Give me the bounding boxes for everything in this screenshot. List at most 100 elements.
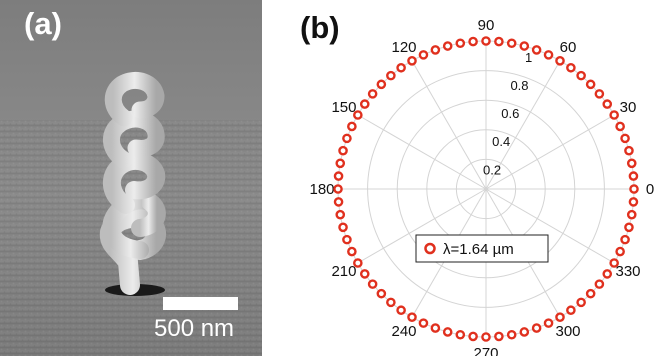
grid-spoke <box>485 114 615 190</box>
grid-spoke <box>411 60 487 190</box>
data-point <box>396 62 406 73</box>
data-point <box>481 36 491 46</box>
angle-tick-label: 300 <box>555 323 580 340</box>
angle-tick-labels: 0 30 60 90 120 150 180 210 240 270 300 330 <box>309 17 654 361</box>
data-point <box>430 45 441 55</box>
data-point <box>418 50 429 60</box>
data-point <box>624 145 634 156</box>
data-point <box>609 258 619 268</box>
data-point <box>519 41 530 51</box>
grid-spoke <box>485 60 561 190</box>
sem-image-panel: (a) 500 nm <box>0 0 262 356</box>
data-point <box>386 297 396 308</box>
data-point <box>335 209 346 220</box>
data-point <box>430 323 441 333</box>
data-point <box>531 45 542 55</box>
data-point <box>609 110 619 120</box>
data-point <box>333 184 343 194</box>
data-point <box>555 56 565 66</box>
data-point <box>585 79 596 90</box>
scale-bar <box>163 297 238 310</box>
data-point <box>576 297 586 308</box>
angle-tick-label: 330 <box>616 263 641 280</box>
data-point <box>576 70 586 81</box>
angle-tick-label: 30 <box>620 99 637 116</box>
data-point <box>347 246 357 257</box>
data-series <box>333 36 639 342</box>
data-point <box>494 36 504 47</box>
polar-chart-panel: (b) 0 30 60 90 120 150 180 210 240 270 300 330 0.2 0… <box>262 0 658 361</box>
data-point <box>359 269 370 279</box>
data-point <box>555 312 565 322</box>
data-point <box>566 62 576 73</box>
data-point <box>519 327 530 337</box>
data-point <box>602 269 613 279</box>
data-point <box>367 89 378 99</box>
data-point <box>615 246 625 257</box>
sem-image <box>0 0 262 356</box>
angle-tick-label: 270 <box>473 345 498 356</box>
angle-tick-label: 60 <box>560 39 577 56</box>
data-point <box>585 288 596 299</box>
data-point <box>335 158 346 169</box>
data-point <box>626 209 637 220</box>
data-point <box>543 318 554 328</box>
data-point <box>359 99 370 109</box>
data-point <box>333 197 344 207</box>
data-point <box>455 38 466 49</box>
data-point <box>376 288 387 299</box>
data-point <box>442 327 453 337</box>
data-point <box>615 121 625 132</box>
data-point <box>506 329 517 340</box>
grid-spoke <box>485 188 615 264</box>
data-point <box>407 312 417 322</box>
data-point <box>338 222 348 233</box>
data-point <box>353 258 363 268</box>
angle-tick-label: 0 <box>646 181 654 198</box>
data-point <box>338 145 348 156</box>
data-point <box>628 171 639 181</box>
data-point <box>376 79 387 90</box>
radial-tick-label: 0.2 <box>483 162 501 177</box>
data-point <box>468 331 478 342</box>
legend: λ=1.64 µm <box>415 234 549 263</box>
data-point <box>629 184 639 194</box>
data-point <box>418 318 429 328</box>
data-point <box>628 197 639 207</box>
data-point <box>624 222 634 233</box>
data-point <box>531 323 542 333</box>
data-point <box>594 89 605 99</box>
panel-b-label: (b) <box>300 10 340 45</box>
data-point <box>367 279 378 289</box>
grid-spoke <box>357 188 487 264</box>
data-point <box>396 305 406 316</box>
data-point <box>602 99 613 109</box>
legend-label: λ=1.64 µm <box>443 241 514 258</box>
data-point <box>386 70 396 81</box>
data-point <box>407 56 417 66</box>
data-point <box>626 158 637 169</box>
radial-tick-label: 0.4 <box>492 134 510 149</box>
grid-spoke <box>357 114 487 190</box>
data-point <box>494 331 504 342</box>
radial-tick-label: 1 <box>525 50 532 65</box>
angle-tick-label: 150 <box>331 99 356 116</box>
data-point <box>620 234 630 245</box>
radial-tick-label: 0.6 <box>501 106 519 121</box>
radial-tick-label: 0.8 <box>510 78 528 93</box>
helix-structure <box>99 72 167 295</box>
data-point <box>506 38 517 49</box>
angle-tick-label: 210 <box>331 263 356 280</box>
panel-a-label: (a) <box>24 6 62 41</box>
data-point <box>543 50 554 60</box>
angle-tick-label: 180 <box>309 181 334 198</box>
data-point <box>620 133 630 144</box>
data-point <box>455 329 466 340</box>
legend-box <box>415 234 549 263</box>
radial-tick-labels: 0.2 0.4 0.6 0.8 1 <box>483 50 532 178</box>
angle-tick-label: 240 <box>391 323 416 340</box>
data-point <box>347 121 357 132</box>
legend-marker <box>424 242 436 255</box>
data-point <box>333 171 344 181</box>
